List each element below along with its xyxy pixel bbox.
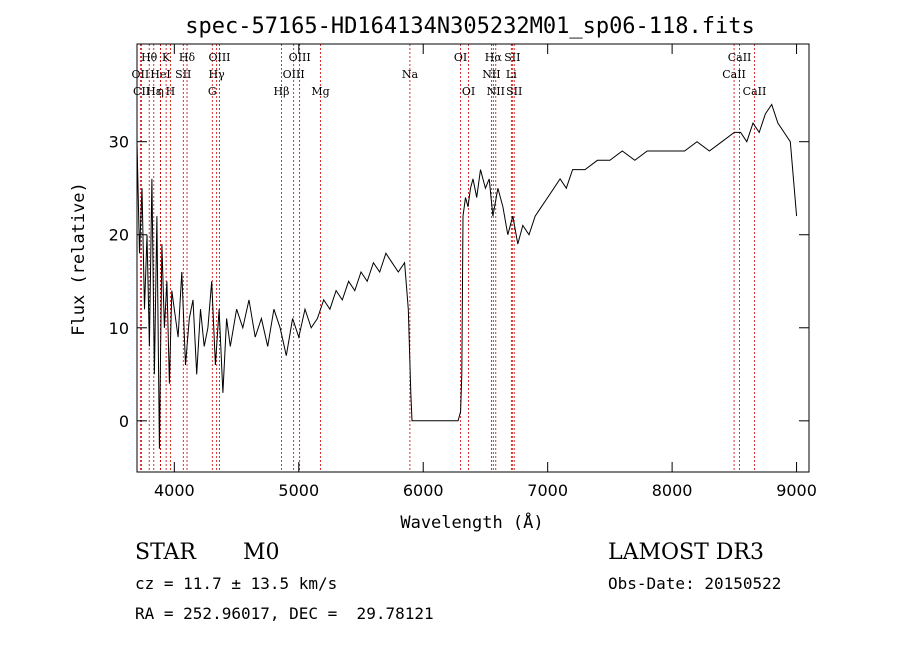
object-class: STAR [135,540,196,565]
spectral-line-label: OII [132,68,150,81]
spectral-line-label: H [166,85,176,98]
spectral-line-label: Hβ [274,85,290,98]
spectral-line-label: OIII [283,68,305,81]
x-tick-label: 6000 [403,481,444,500]
spectral-line-label: OI [454,51,467,64]
spectral-line-label: OIII [289,51,311,64]
spectral-line-label: HeI [150,68,170,81]
x-tick-label: 8000 [652,481,693,500]
spectral-line-label: Hγ [209,68,226,81]
y-tick-label: 20 [109,226,129,245]
object-subclass: M0 [243,540,280,565]
spectral-line-label: NII [487,85,505,98]
spectral-line-label: G [208,85,217,98]
spectral-line-label: K [162,51,171,64]
spectral-line-label: CaII [743,85,767,98]
redshift-velocity: cz = 11.7 ± 13.5 km/s [135,574,338,593]
spectral-line-label: CaII [728,51,752,64]
spectrum-line [136,103,798,449]
spectral-line-label: Li [506,68,517,81]
y-axis-label: Flux (relative) [69,182,89,336]
spectral-line-label: OIII [208,51,230,64]
spectral-line-label: η [157,85,164,98]
observation-date: Obs-Date: 20150522 [608,574,782,593]
spectral-line-label: SII [506,85,522,98]
x-tick-label: 7000 [527,481,568,500]
spectral-line-label: Hα [485,51,503,64]
spectral-line-label: SII [175,68,191,81]
spectral-line-label: SII [504,51,520,64]
spectral-line-label: NII [482,68,500,81]
spectral-line-label: OI [462,85,475,98]
spectral-line-label: CaII [722,68,746,81]
chart-title: spec-57165-HD164134N305232M01_sp06-118.f… [185,14,755,39]
spectral-line-label: Mg [311,85,329,98]
plot-frame [136,43,810,473]
x-tick-label: 5000 [278,481,319,500]
spectral-line-label: Hθ [141,51,158,64]
x-tick-label: 4000 [154,481,195,500]
spectral-line-markers [139,44,755,472]
y-tick-label: 0 [119,412,129,431]
y-tick-label: 10 [109,319,129,338]
survey-name: LAMOST DR3 [608,540,764,565]
x-axis: 4000 5000 6000 7000 8000 9000 [154,44,817,500]
y-axis: 0 10 20 30 [109,133,809,431]
spectral-line-label: Hε [146,85,162,98]
x-tick-label: 9000 [776,481,817,500]
x-axis-label: Wavelength (Å) [400,511,543,533]
spectral-line-label: Na [402,68,419,81]
coordinates: RA = 252.96017, DEC = 29.78121 [135,604,434,623]
y-tick-label: 30 [109,133,129,152]
spectral-line-label: Hδ [179,51,196,64]
